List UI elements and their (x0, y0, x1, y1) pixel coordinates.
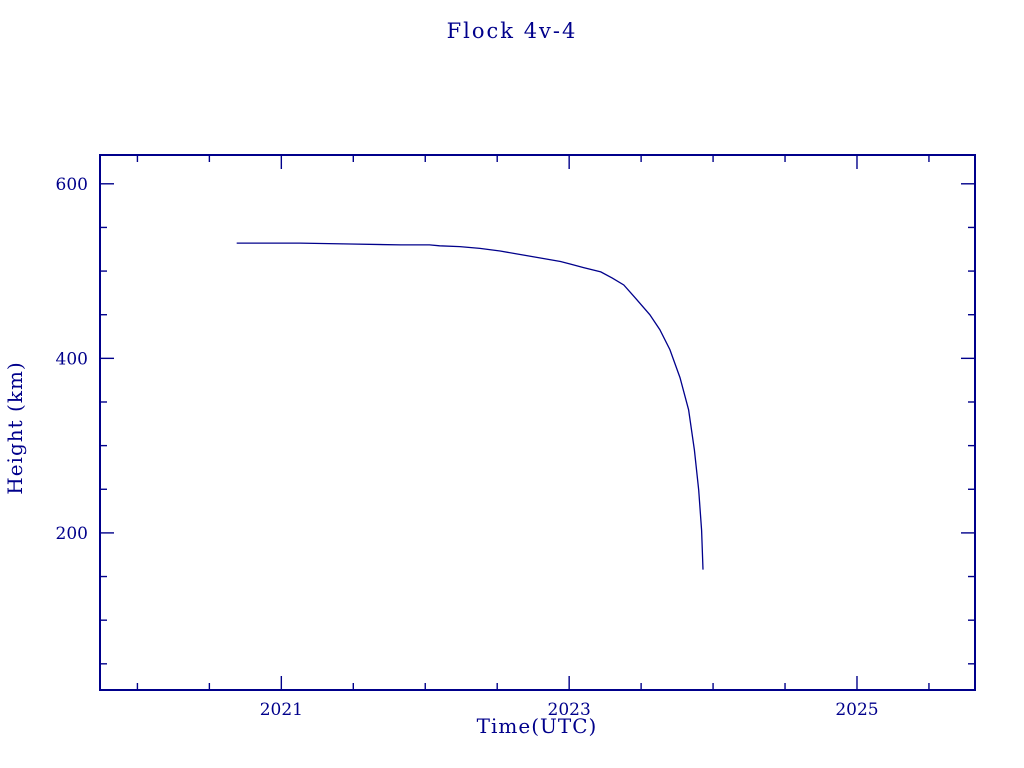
chart-title: Flock 4v-4 (447, 19, 578, 43)
y-tick-label: 200 (56, 524, 88, 544)
axis-ticks (100, 155, 975, 690)
x-axis-label: Time(UTC) (477, 714, 598, 738)
x-tick-label: 2021 (260, 700, 303, 720)
height-curve (236, 242, 704, 570)
x-tick-label: 2023 (548, 700, 591, 720)
y-tick-label: 400 (56, 349, 88, 369)
y-axis-label: Height (km) (3, 361, 27, 494)
plot-frame-rect (99, 154, 976, 691)
x-tick-label: 2025 (835, 700, 878, 720)
axis-tick-labels: 2021 2023 2025 200 400 600 (56, 175, 879, 720)
plot-frame (99, 154, 976, 691)
y-tick-label: 600 (56, 175, 88, 195)
